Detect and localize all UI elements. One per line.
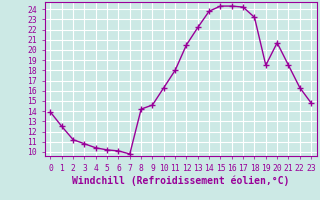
X-axis label: Windchill (Refroidissement éolien,°C): Windchill (Refroidissement éolien,°C) <box>72 175 290 186</box>
